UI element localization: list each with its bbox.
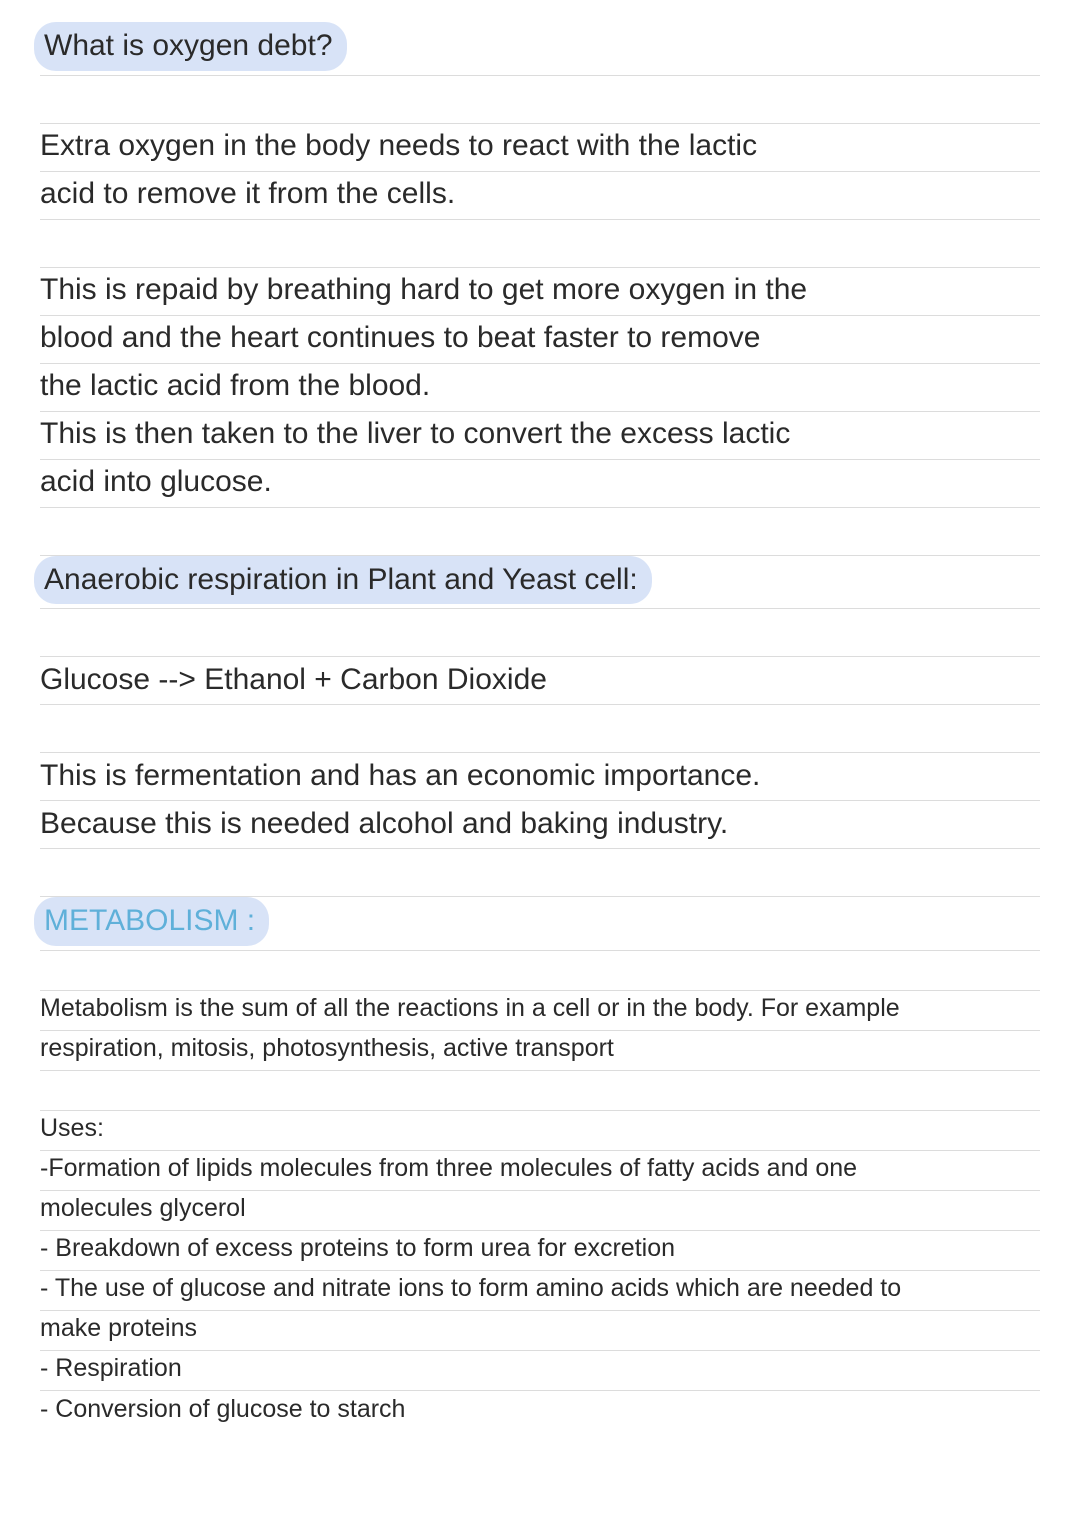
list-item: - Breakdown of excess proteins to form u…	[40, 1231, 1040, 1271]
body-line: acid to remove it from the cells.	[40, 172, 1040, 220]
heading-metabolism: METABOLISM :	[34, 897, 269, 946]
blank-line	[40, 508, 1040, 556]
body-text: - Breakdown of excess proteins to form u…	[40, 1232, 675, 1266]
uses-label: Uses:	[40, 1112, 104, 1146]
body-text: This is repaid by breathing hard to get …	[40, 270, 807, 311]
body-line: Extra oxygen in the body needs to react …	[40, 124, 1040, 172]
list-item: - Conversion of glucose to starch	[40, 1391, 1040, 1431]
body-text: blood and the heart continues to beat fa…	[40, 318, 760, 359]
body-line: the lactic acid from the blood.	[40, 364, 1040, 412]
body-line: This is repaid by breathing hard to get …	[40, 268, 1040, 316]
body-text: Extra oxygen in the body needs to react …	[40, 126, 757, 167]
body-text: acid to remove it from the cells.	[40, 174, 455, 215]
list-item: make proteins	[40, 1311, 1040, 1351]
blank-line	[40, 951, 1040, 991]
blank-line	[40, 609, 1040, 657]
body-text: make proteins	[40, 1312, 197, 1346]
heading-line: What is oxygen debt?	[40, 22, 1040, 76]
body-line: Metabolism is the sum of all the reactio…	[40, 991, 1040, 1031]
body-line: Glucose --> Ethanol + Carbon Dioxide	[40, 657, 1040, 705]
body-text: -Formation of lipids molecules from thre…	[40, 1152, 857, 1186]
body-text: Because this is needed alcohol and bakin…	[40, 804, 728, 845]
blank-line	[40, 1071, 1040, 1111]
heading-anaerobic: Anaerobic respiration in Plant and Yeast…	[34, 556, 652, 605]
body-text: - The use of glucose and nitrate ions to…	[40, 1272, 901, 1306]
body-text: acid into glucose.	[40, 462, 272, 503]
heading-line: METABOLISM :	[40, 897, 1040, 951]
list-item: - Respiration	[40, 1351, 1040, 1391]
heading-oxygen-debt: What is oxygen debt?	[34, 22, 347, 71]
body-line: Uses:	[40, 1111, 1040, 1151]
blank-line	[40, 220, 1040, 268]
equation-text: Glucose --> Ethanol + Carbon Dioxide	[40, 660, 547, 701]
list-item: - The use of glucose and nitrate ions to…	[40, 1271, 1040, 1311]
blank-line	[40, 849, 1040, 897]
body-line: acid into glucose.	[40, 460, 1040, 508]
body-line: This is fermentation and has an economic…	[40, 753, 1040, 801]
metabolism-block: Metabolism is the sum of all the reactio…	[40, 951, 1040, 1431]
body-line: Because this is needed alcohol and bakin…	[40, 801, 1040, 849]
body-text: This is then taken to the liver to conve…	[40, 414, 790, 455]
body-text: molecules glycerol	[40, 1192, 246, 1226]
body-line: This is then taken to the liver to conve…	[40, 412, 1040, 460]
list-item: molecules glycerol	[40, 1191, 1040, 1231]
body-text: This is fermentation and has an economic…	[40, 756, 760, 797]
blank-line	[40, 76, 1040, 124]
body-text: - Respiration	[40, 1352, 182, 1386]
body-text: - Conversion of glucose to starch	[40, 1393, 405, 1427]
heading-line: Anaerobic respiration in Plant and Yeast…	[40, 556, 1040, 610]
blank-line	[40, 705, 1040, 753]
body-text: respiration, mitosis, photosynthesis, ac…	[40, 1032, 614, 1066]
body-line: respiration, mitosis, photosynthesis, ac…	[40, 1031, 1040, 1071]
body-text: the lactic acid from the blood.	[40, 366, 430, 407]
notes-page: What is oxygen debt? Extra oxygen in the…	[0, 0, 1080, 1471]
list-item: -Formation of lipids molecules from thre…	[40, 1151, 1040, 1191]
body-line: blood and the heart continues to beat fa…	[40, 316, 1040, 364]
body-text: Metabolism is the sum of all the reactio…	[40, 992, 900, 1026]
